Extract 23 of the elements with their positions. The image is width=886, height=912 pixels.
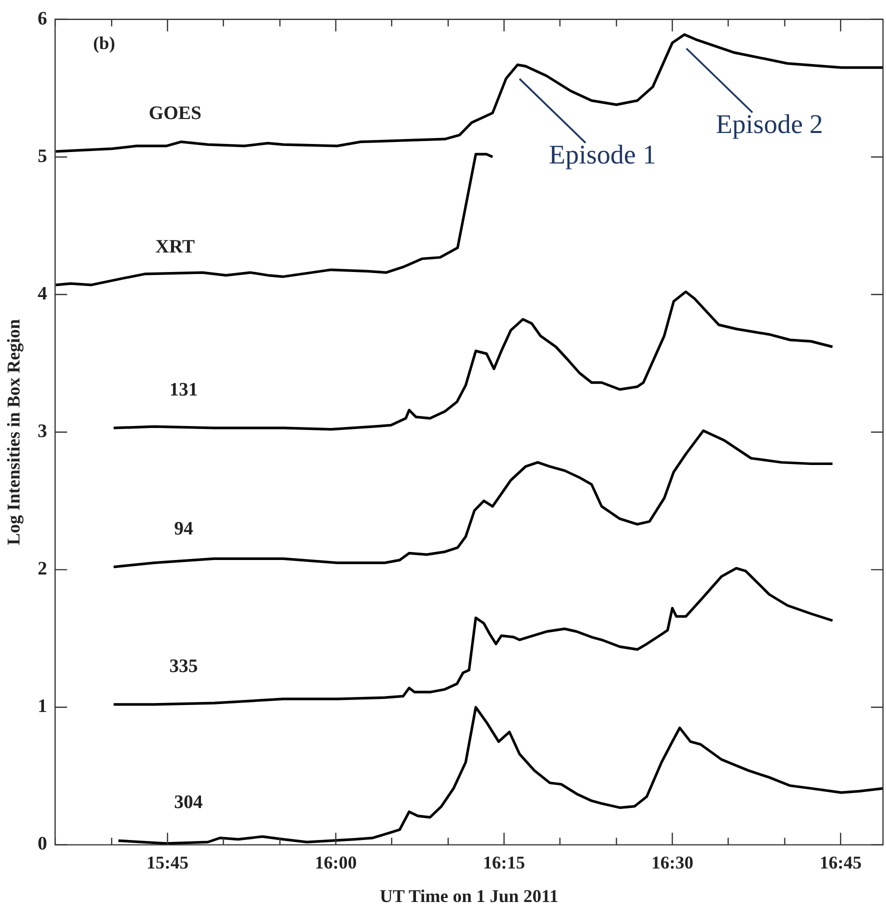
series-label: 131 (169, 379, 198, 400)
y-tick-label: 1 (38, 696, 48, 718)
x-tick-label: 16:30 (651, 852, 694, 872)
series-label: GOES (148, 102, 202, 124)
y-axis-title: Log Intensities in Box Region (3, 319, 24, 546)
annotation: Episode 2 (716, 109, 824, 140)
annotation: (b) (93, 33, 116, 54)
y-tick-label: 6 (38, 8, 48, 30)
x-tick-label: 15:45 (146, 852, 189, 872)
x-tick-label: 16:15 (483, 852, 526, 872)
series-label: 94 (174, 518, 194, 540)
y-tick-label: 0 (38, 834, 48, 855)
x-tick-label: 16:00 (314, 852, 357, 872)
annotation: Episode 1 (548, 139, 656, 170)
y-tick-label: 3 (38, 421, 48, 442)
series-label: 335 (169, 656, 198, 677)
series-label: 304 (174, 792, 204, 814)
x-tick-label: 16:45 (820, 852, 862, 872)
series-label: XRT (155, 236, 196, 258)
x-axis-title: UT Time on 1 Jun 2011 (380, 886, 558, 906)
y-tick-label: 5 (38, 146, 48, 167)
y-tick-label: 4 (38, 283, 48, 304)
y-tick-label: 2 (38, 558, 48, 580)
